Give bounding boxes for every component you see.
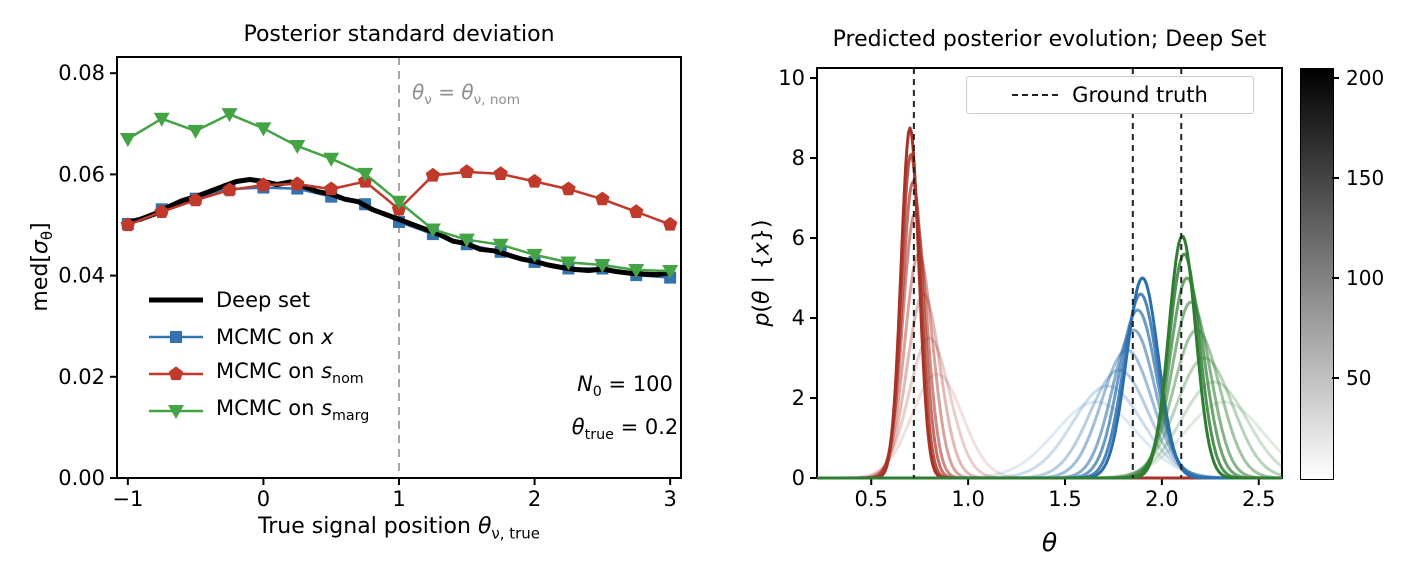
legend-entry: Deep set [148,285,369,314]
right-x-tick-label: 2.5 [1242,487,1275,511]
triangle-down-marker [424,223,441,238]
right-x-axis-label: θ [1041,528,1058,557]
legend-label: MCMC on x [216,324,334,349]
left-x-tick-label: −1 [112,487,143,511]
right-plot-title: Predicted posterior evolution; Deep Set [832,27,1267,52]
pentagon-marker [425,167,441,182]
left-y-tick-label: 0.08 [58,61,105,85]
triangle-down-marker [526,248,543,263]
triangle-down-marker [323,152,340,167]
colorbar [1300,68,1334,480]
triangle-down-marker [221,108,238,123]
right-x-tick-label: 2.0 [1145,487,1178,511]
triangle-down-marker [119,132,136,147]
pentagon-marker [154,204,169,218]
right-y-tick-label: 10 [778,66,805,90]
legend-label: MCMC on snom [216,359,364,388]
triangle-down-marker [289,140,306,155]
colorbar-tick [1332,177,1339,179]
ground-truth-label: Ground truth [1072,83,1208,107]
left-y-axis-label: med[σθ] [27,222,57,312]
triangle-down-marker [492,238,509,253]
triangle-down-marker [153,112,170,127]
triangle-down-marker [560,256,577,271]
colorbar-tick-label: 50 [1346,366,1372,390]
legend-sample-triangle-down [149,404,203,419]
triangle-down-marker [594,258,611,273]
legend-sample-line [149,297,203,302]
pentagon-marker [493,166,508,180]
posterior-group-green-curve [817,234,1282,480]
pentagon-marker [527,173,542,188]
right-y-tick-label: 4 [792,306,805,330]
pentagon-marker [629,204,644,218]
triangle-down-marker [391,195,407,210]
triangle-down-marker [458,233,475,248]
series-line-deep-set [127,177,671,278]
left-y-tick-label: 0.06 [58,162,105,186]
left-x-tick-label: 1 [392,487,405,511]
triangle-down-marker [168,404,184,419]
pentagon-marker [256,177,271,192]
ground-truth-line-sample [1012,94,1059,96]
legend-entry: MCMC on snom [148,359,369,388]
triangle-down-marker [662,265,679,280]
pentagon-marker [459,164,474,178]
triangle-down-marker [628,264,645,279]
posterior-group-green-curve [817,252,1282,480]
pentagon-marker [188,192,203,207]
legend-entry: MCMC on x [148,322,369,351]
right-legend: Ground truth [966,76,1254,114]
posterior-group-red-curve [817,126,1282,480]
colorbar-tick-label: 100 [1346,266,1385,290]
right-y-tick-label: 6 [792,226,805,250]
left-legend: Deep set MCMC on x MCMC on snom MCMC on sma… [148,285,369,425]
pentagon-marker [662,216,678,231]
pentagon-marker [561,181,576,196]
pentagon-marker [595,191,610,206]
left-x-tick-label: 3 [663,487,676,511]
right-x-tick-label: 0.5 [855,487,888,511]
left-y-tick-label: 0.02 [58,365,105,389]
triangle-down-marker [255,122,272,137]
triangle-down-marker [187,124,204,139]
posterior-group-red-curve [817,152,1282,480]
colorbar-tick [1332,77,1339,79]
left-y-tick-label: 0.00 [58,466,105,490]
right-x-tick-label: 1.0 [951,487,984,511]
colorbar-tick-label: 200 [1346,66,1385,90]
right-y-axis-label: p(θ | {x}) [749,219,775,327]
colorbar-tick [1332,377,1339,379]
annotation-theta-true: θtrue = 0.2 [571,415,679,444]
annotation-n0: N0 = 100 [577,372,673,401]
colorbar-tick-label: 150 [1346,166,1385,190]
left-annotation-block: N0 = 100 θtrue = 0.2 [545,367,705,453]
pentagon-marker [324,181,339,196]
left-x-axis-label: True signal position θν, true [258,514,540,543]
colorbar-tick [1332,277,1339,279]
legend-sample-square [149,330,203,343]
right-y-tick-label: 8 [792,146,805,170]
left-x-tick-label: 2 [528,487,541,511]
legend-sample-pentagon [149,365,203,380]
right-y-tick-label: 2 [792,386,805,410]
right-y-tick-label: 0 [792,466,805,490]
nominal-vline-label: θν = θν, nom [412,80,520,108]
left-x-tick-label: 0 [257,487,270,511]
pentagon-marker [290,176,305,191]
legend-label: Deep set [216,287,311,312]
left-y-tick-label: 0.04 [58,264,105,288]
legend-label: MCMC on smarg [216,396,370,425]
legend-entry: MCMC on smarg [148,396,369,425]
pentagon-marker [168,365,184,380]
left-plot-title: Posterior standard deviation [243,22,555,47]
pentagon-marker [222,182,237,197]
triangle-down-marker [357,167,374,182]
square-marker [170,330,182,343]
pentagon-marker [120,217,136,232]
right-x-tick-label: 1.5 [1048,487,1081,511]
